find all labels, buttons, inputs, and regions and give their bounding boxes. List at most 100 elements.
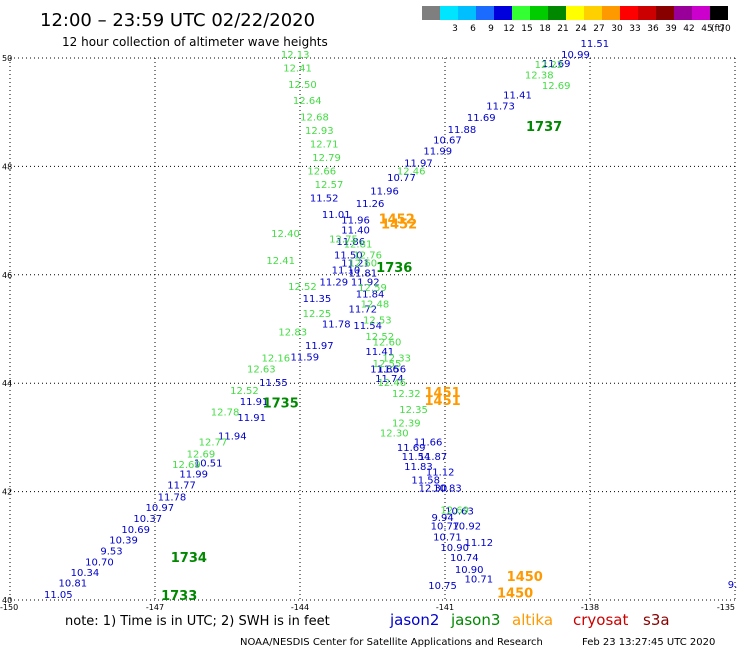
swh-label: 10.90 (440, 543, 469, 554)
scale-swatch (530, 6, 548, 20)
swh-label: 12.69 (440, 505, 469, 516)
swh-label: 10.67 (433, 136, 462, 147)
swh-label: 12.93 (305, 126, 334, 137)
swh-label: 11.99 (179, 470, 208, 481)
time-label: 1451 (424, 394, 460, 409)
swh-label: 12.77 (199, 438, 228, 449)
scale-tick-label: 36 (647, 24, 659, 34)
swh-label: 10.77 (387, 173, 416, 184)
swh-label: 12.76 (353, 251, 382, 262)
scale-tick-label: 6 (470, 24, 476, 34)
legend-s3a: s3a (643, 611, 670, 629)
swh-label: 11.66 (414, 438, 443, 449)
legend-jason2: jason2 (389, 611, 439, 629)
swh-label: 11.69 (467, 113, 496, 124)
swh-label: 11.54 (402, 452, 431, 463)
y-tick-label: 46 (2, 271, 12, 280)
legend-jason3: jason3 (450, 611, 500, 629)
scale-tick-label: 45 (701, 24, 712, 34)
scale-swatch (494, 6, 512, 20)
legend-altika: altika (512, 611, 553, 629)
swh-color-scale: 3 6 9 12 15 18 21 24 27 30 33 36 39 42 45 70 (422, 6, 731, 34)
scale-swatch (656, 6, 674, 20)
scale-tick-label: 33 (629, 24, 640, 34)
swh-label: 11.35 (303, 294, 332, 305)
swh-label: 12.57 (315, 180, 344, 191)
time-label: 1737 (526, 120, 562, 135)
swh-label: 11.81 (349, 268, 378, 279)
swh-label: 11.56 (378, 364, 407, 375)
scale-tick-label: 24 (575, 24, 587, 34)
swh-label: 11.96 (341, 215, 370, 226)
swh-label: 10.77 (431, 522, 460, 533)
swh-label: 12.48 (361, 299, 390, 310)
swh-label: 12.32 (392, 389, 421, 400)
scale-tick-label: 18 (539, 24, 551, 34)
scale-tick-label: 9 (488, 24, 494, 34)
x-tick-label: -147 (146, 603, 164, 612)
swh-label: 12.52 (230, 386, 259, 397)
scale-swatch (422, 6, 440, 20)
swh-label: 11.78 (322, 319, 351, 330)
swh-label: 10.63 (445, 506, 474, 517)
swh-label: 11.01 (322, 210, 351, 221)
swh-label: 11.41 (503, 91, 532, 102)
swh-label: 11.55 (259, 378, 288, 389)
scale-tick-label: 15 (521, 24, 532, 34)
swh-label: 10.34 (71, 568, 100, 579)
swh-label: 11.41 (365, 347, 394, 358)
swh-label: 12.69 (542, 81, 571, 92)
swh-label: 11.69 (397, 443, 426, 454)
swh-label: 10.81 (59, 578, 88, 589)
swh-label: 11.91 (237, 413, 266, 424)
scale-tick-label: 3 (452, 24, 458, 34)
scale-tick-label: 42 (683, 24, 694, 34)
swh-label: 9.53 (100, 546, 122, 557)
scale-tick-label: 27 (593, 24, 604, 34)
swh-label: 11.54 (353, 321, 382, 332)
swh-label: 12.66 (307, 167, 336, 178)
swh-label: 11.73 (486, 101, 515, 112)
swh-label: 12.55 (373, 359, 402, 370)
swh-label: 11.69 (542, 59, 571, 70)
swh-label: 11.12 (465, 538, 494, 549)
swh-label: 11.29 (320, 278, 349, 289)
scale-swatch (476, 6, 494, 20)
swh-label: 12.40 (271, 229, 300, 240)
time-label: 1452 (379, 212, 415, 227)
x-tick-label: -138 (581, 603, 599, 612)
time-label: 1735 (263, 397, 299, 412)
swh-label: 12.39 (392, 419, 421, 430)
swh-label: 12.50 (288, 80, 317, 91)
swh-label: 11.59 (291, 352, 320, 363)
swh-label: 9. (728, 580, 738, 591)
swh-label: 12.41 (266, 256, 295, 267)
swh-label: 11.99 (423, 146, 452, 157)
x-tick-label: -141 (436, 603, 454, 612)
swh-label: 11.77 (167, 480, 196, 491)
swh-label: 11.78 (158, 492, 187, 503)
swh-label: 11.40 (341, 226, 370, 237)
swh-label: 10.39 (109, 536, 138, 547)
swh-label: 11.51 (581, 39, 610, 50)
swh-label: 12.16 (262, 354, 291, 365)
scale-swatch (440, 6, 458, 20)
scale-tick-label: 12 (503, 24, 514, 34)
swh-label: 10.51 (194, 459, 223, 470)
swh-label: 12.64 (293, 96, 322, 107)
swh-label: 12.81 (344, 240, 373, 251)
swh-label: 12.75 (329, 234, 358, 245)
time-label: 1451 (424, 386, 460, 401)
map-grid (9, 57, 736, 601)
scale-swatch (710, 6, 728, 20)
swh-label: 11.96 (370, 187, 399, 198)
page-subtitle: 12 hour collection of altimeter wave hei… (62, 35, 328, 49)
swh-label: 10.99 (561, 50, 590, 61)
scale-tick-label: 39 (665, 24, 677, 34)
scale-swatch (638, 6, 656, 20)
swh-label: 11.10 (332, 266, 361, 277)
y-tick-label: 44 (2, 379, 12, 388)
legend-cryosat: cryosat (573, 611, 628, 629)
